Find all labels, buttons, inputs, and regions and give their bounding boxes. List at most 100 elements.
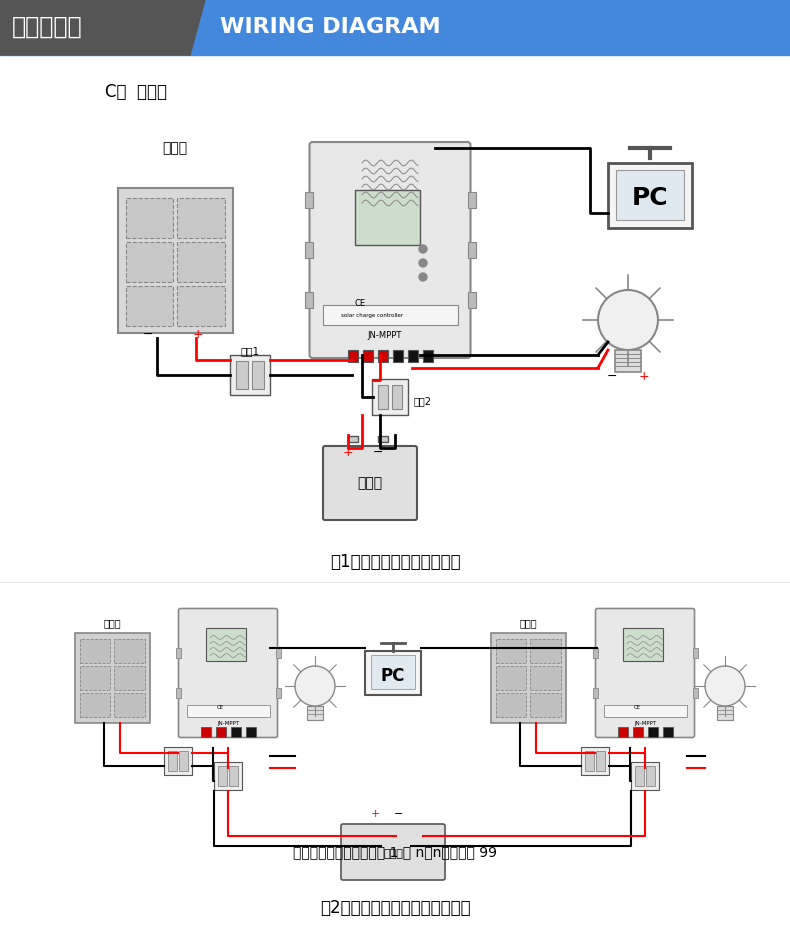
- Bar: [530, 666, 560, 690]
- Bar: [378, 350, 388, 362]
- Bar: [495, 693, 526, 717]
- Text: 接线示意图: 接线示意图: [12, 15, 83, 39]
- Text: 蓄电池: 蓄电池: [383, 849, 403, 859]
- Bar: [118, 187, 232, 332]
- Text: +: +: [193, 328, 203, 341]
- Bar: [246, 727, 256, 738]
- Text: 空开2: 空开2: [414, 396, 432, 406]
- Text: JN-MPPT: JN-MPPT: [634, 721, 656, 726]
- Text: JN-MPPT: JN-MPPT: [217, 721, 239, 726]
- Bar: [615, 350, 641, 372]
- Bar: [530, 639, 560, 663]
- Bar: [168, 751, 177, 771]
- Bar: [693, 648, 698, 658]
- Bar: [631, 762, 659, 790]
- Bar: [495, 666, 526, 690]
- Bar: [372, 379, 408, 415]
- Bar: [468, 192, 476, 208]
- Circle shape: [598, 290, 658, 350]
- Circle shape: [419, 259, 427, 267]
- Bar: [252, 361, 264, 389]
- Bar: [80, 693, 110, 717]
- Text: −: −: [607, 370, 617, 383]
- Bar: [530, 693, 560, 717]
- Text: −: −: [394, 809, 404, 819]
- Bar: [304, 242, 313, 258]
- Text: solar charge controller: solar charge controller: [341, 312, 403, 318]
- Bar: [348, 436, 358, 442]
- Bar: [604, 706, 687, 717]
- Polygon shape: [0, 0, 205, 55]
- Bar: [378, 436, 388, 442]
- Bar: [175, 688, 180, 698]
- Bar: [114, 666, 145, 690]
- Bar: [592, 688, 597, 698]
- Text: +: +: [343, 446, 353, 459]
- Text: PC: PC: [632, 186, 668, 210]
- Bar: [378, 385, 388, 409]
- FancyBboxPatch shape: [310, 142, 471, 358]
- Bar: [164, 747, 192, 775]
- Bar: [126, 241, 173, 282]
- Text: 光伏板: 光伏板: [163, 141, 187, 155]
- Bar: [114, 639, 145, 663]
- Bar: [495, 639, 526, 663]
- Bar: [693, 688, 698, 698]
- Bar: [126, 198, 173, 237]
- Bar: [276, 688, 280, 698]
- FancyBboxPatch shape: [323, 446, 417, 520]
- Bar: [618, 727, 628, 738]
- Text: +: +: [638, 370, 649, 383]
- Text: CE: CE: [355, 299, 366, 307]
- Bar: [648, 727, 658, 738]
- Bar: [177, 241, 224, 282]
- Bar: [633, 727, 643, 738]
- Circle shape: [295, 666, 335, 706]
- Bar: [468, 292, 476, 308]
- Text: （2）控制器多台并机工作接线图: （2）控制器多台并机工作接线图: [320, 899, 470, 917]
- Bar: [229, 766, 238, 786]
- Text: WIRING DIAGRAM: WIRING DIAGRAM: [220, 17, 441, 37]
- Bar: [423, 350, 433, 362]
- Bar: [230, 355, 270, 395]
- Bar: [218, 766, 227, 786]
- Text: −: −: [373, 446, 383, 459]
- Bar: [635, 766, 644, 786]
- Bar: [392, 385, 402, 409]
- Bar: [80, 639, 110, 663]
- Bar: [175, 648, 180, 658]
- Bar: [608, 163, 692, 228]
- Text: 空开1: 空开1: [240, 346, 260, 356]
- Bar: [214, 762, 242, 790]
- Bar: [365, 651, 421, 695]
- Bar: [585, 751, 594, 771]
- Text: 光伏板: 光伏板: [519, 618, 537, 628]
- Bar: [596, 751, 605, 771]
- Text: CE: CE: [216, 705, 224, 710]
- FancyBboxPatch shape: [596, 608, 694, 738]
- Bar: [216, 727, 226, 738]
- Bar: [179, 751, 188, 771]
- Bar: [126, 286, 173, 325]
- Bar: [201, 727, 211, 738]
- Bar: [307, 706, 323, 720]
- Text: +: +: [371, 809, 380, 819]
- Circle shape: [419, 273, 427, 281]
- Text: 蓄电池: 蓄电池: [357, 476, 382, 490]
- Bar: [393, 350, 403, 362]
- Bar: [468, 242, 476, 258]
- Text: （1）控制器单机工作接线图: （1）控制器单机工作接线图: [329, 553, 461, 571]
- Bar: [114, 693, 145, 717]
- Text: −: −: [143, 328, 153, 341]
- Text: 光伏板: 光伏板: [103, 618, 121, 628]
- Bar: [581, 747, 609, 775]
- Bar: [276, 648, 280, 658]
- Bar: [355, 190, 420, 245]
- Bar: [186, 706, 269, 717]
- Bar: [616, 170, 684, 220]
- FancyBboxPatch shape: [179, 608, 277, 738]
- Bar: [0, 0, 790, 55]
- Bar: [592, 648, 597, 658]
- Text: PC: PC: [381, 667, 405, 685]
- Circle shape: [705, 666, 745, 706]
